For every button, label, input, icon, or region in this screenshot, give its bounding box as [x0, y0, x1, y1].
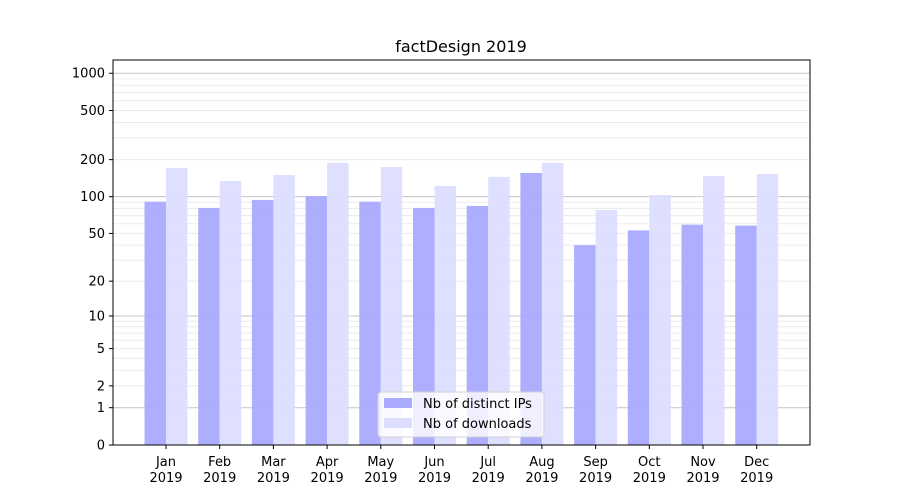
bar-distinct-ips — [681, 224, 703, 445]
y-tick-label: 10 — [88, 309, 105, 324]
bar-distinct-ips — [413, 207, 435, 445]
bar-downloads — [649, 195, 671, 445]
x-tick-label: Jun 2019 — [418, 455, 451, 486]
y-tick-label: 0 — [97, 439, 105, 454]
x-tick-label: Jan 2019 — [149, 455, 182, 486]
bar-distinct-ips — [359, 201, 381, 445]
plot-frame — [112, 59, 811, 446]
x-tick-label: Dec 2019 — [740, 455, 773, 486]
y-tick-label: 100 — [80, 190, 105, 205]
bar-downloads — [541, 162, 564, 445]
bar-distinct-ips — [144, 201, 166, 445]
legend: Nb of distinct IPs Nb of downloads — [377, 391, 545, 438]
y-tick-label: 5 — [97, 342, 105, 357]
x-tick-label: Feb 2019 — [203, 455, 236, 486]
bar-distinct-ips — [627, 230, 650, 445]
bar-downloads — [273, 175, 295, 445]
legend-box — [377, 391, 545, 438]
x-tick-label: Jul 2019 — [472, 455, 505, 486]
x-tick-label: Nov 2019 — [686, 455, 719, 486]
bar-downloads — [166, 168, 188, 446]
bar-downloads — [380, 167, 403, 445]
x-tick-label: Apr 2019 — [311, 455, 344, 486]
y-tick-label: 2 — [97, 379, 105, 394]
x-tick-label: May 2019 — [364, 455, 397, 486]
bar-downloads — [703, 176, 725, 446]
bar-downloads — [756, 173, 779, 445]
legend-label: Nb of distinct IPs — [423, 397, 532, 412]
y-tick-label: 200 — [80, 153, 105, 168]
legend-swatch — [384, 398, 412, 408]
x-tick-label: Oct 2019 — [633, 455, 666, 486]
y-tick-label: 1 — [97, 401, 105, 416]
bar-distinct-ips — [251, 199, 274, 445]
bar-distinct-ips — [574, 245, 596, 445]
bar-downloads — [327, 162, 349, 445]
y-tick-label: 1000 — [72, 67, 105, 82]
y-tick-label: 500 — [80, 104, 105, 119]
y-tick-label: 50 — [88, 227, 105, 242]
bar-distinct-ips — [466, 205, 489, 445]
bar-downloads — [219, 181, 242, 446]
legend-label: Nb of downloads — [423, 417, 532, 432]
legend-swatch — [384, 418, 412, 428]
x-tick-label: Aug 2019 — [525, 455, 558, 486]
x-tick-label: Sep 2019 — [579, 455, 612, 486]
bar-downloads — [595, 209, 618, 445]
x-tick-label: Mar 2019 — [257, 455, 290, 486]
bar-distinct-ips — [520, 172, 542, 445]
bar-downloads — [488, 176, 510, 446]
bar-distinct-ips — [305, 196, 328, 445]
chart-title: factDesign 2019 — [395, 37, 527, 56]
y-tick-label: 20 — [88, 275, 105, 290]
bar-downloads — [434, 186, 456, 445]
bar-distinct-ips — [198, 207, 220, 445]
bar-distinct-ips — [735, 225, 757, 445]
